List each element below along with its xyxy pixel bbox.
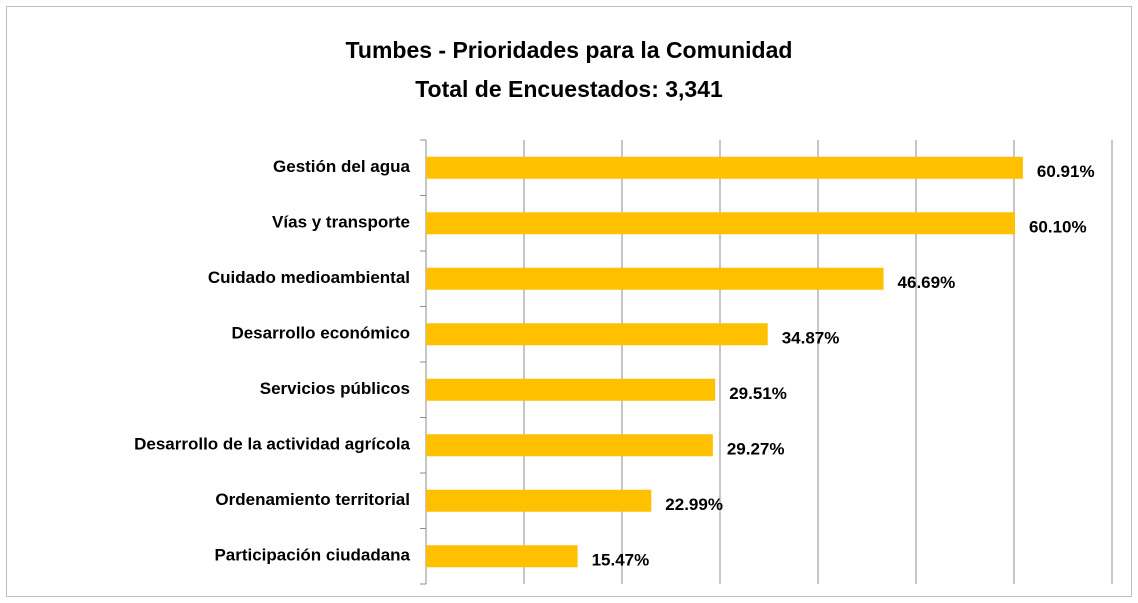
bar: [426, 434, 713, 457]
value-label: 29.51%: [729, 384, 787, 403]
category-label: Ordenamiento territorial: [215, 490, 410, 509]
value-label: 29.27%: [727, 440, 785, 459]
category-label: Participación ciudadana: [214, 546, 410, 565]
chart-subtitle: Total de Encuestados: 3,341: [415, 76, 723, 102]
bar: [426, 267, 884, 290]
chart-title: Tumbes - Prioridades para la Comunidad: [346, 37, 793, 63]
bar: [426, 212, 1015, 235]
category-label: Cuidado medioambiental: [208, 268, 410, 287]
value-label: 46.69%: [898, 273, 956, 292]
bar: [426, 156, 1023, 179]
bar: [426, 545, 578, 568]
value-label: 34.87%: [782, 329, 840, 348]
value-label: 22.99%: [665, 495, 723, 514]
category-label: Desarrollo de la actividad agrícola: [134, 435, 410, 454]
category-label: Gestión del agua: [273, 157, 411, 176]
value-label: 60.91%: [1037, 162, 1095, 181]
category-label: Desarrollo económico: [231, 324, 410, 343]
bar: [426, 378, 716, 401]
bar: [426, 323, 768, 346]
bar: [426, 489, 652, 512]
category-label: Vías y transporte: [272, 213, 410, 232]
value-label: 15.47%: [592, 551, 650, 570]
category-label: Servicios públicos: [260, 379, 410, 398]
value-label: 60.10%: [1029, 218, 1087, 237]
